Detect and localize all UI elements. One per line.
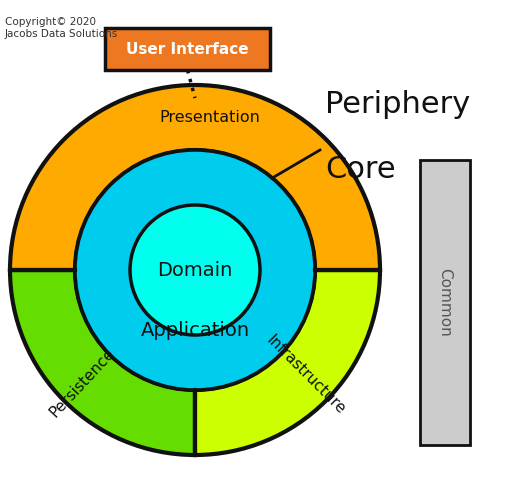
Text: Periphery: Periphery [324,90,469,119]
Circle shape [130,205,260,335]
Wedge shape [10,85,379,270]
Text: Infrastructure: Infrastructure [263,332,348,417]
Text: User Interface: User Interface [126,42,248,56]
Bar [105,28,269,70]
Text: Core: Core [324,155,395,184]
Bar [419,160,469,445]
Text: Domain: Domain [157,260,232,280]
Text: Common: Common [437,268,451,337]
Wedge shape [10,270,194,455]
Wedge shape [194,270,379,455]
Text: Copyright© 2020
Jacobs Data Solutions: Copyright© 2020 Jacobs Data Solutions [5,17,118,39]
Text: Persistence: Persistence [47,346,118,420]
Text: Application: Application [140,320,249,340]
Circle shape [75,150,315,390]
Text: Presentation: Presentation [159,110,260,125]
